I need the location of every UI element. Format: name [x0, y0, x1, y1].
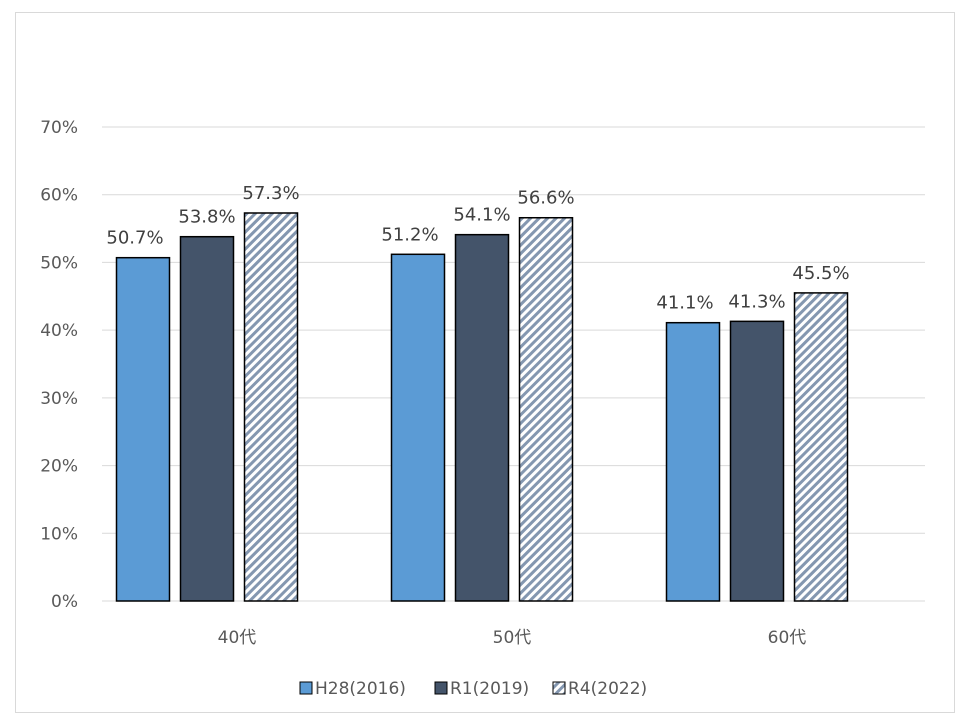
y-tick-label: 50% [40, 253, 78, 273]
legend-swatch [299, 681, 313, 695]
legend: H28(2016) R1(2019) R4(2022) [299, 679, 647, 699]
y-axis-ticks: 0% 10% 20% 30% 40% 50% 60% 70% [40, 118, 78, 612]
gridlines [102, 126, 925, 602]
legend-label: R4(2022) [568, 679, 647, 699]
y-tick-label: 40% [40, 321, 78, 341]
bar-r4-2022--2 [793, 292, 849, 602]
data-label: 45.5% [792, 263, 849, 284]
data-labels: 50.7% 53.8% 57.3% 51.2% 54.1% 56.6% 41.1% 41.3%… [106, 183, 849, 314]
data-label: 41.1% [656, 293, 713, 314]
legend-label: R1(2019) [450, 679, 529, 699]
bar-r4-2022--0 [243, 212, 299, 602]
y-tick-label: 30% [40, 389, 78, 409]
category-label: 40代 [218, 628, 257, 648]
legend-swatch [434, 681, 448, 695]
data-label: 50.7% [106, 228, 163, 249]
bar-h28-2016--1 [390, 253, 446, 602]
y-tick-label: 10% [40, 524, 78, 544]
y-tick-label: 60% [40, 186, 78, 206]
legend-label: H28(2016) [315, 679, 406, 699]
bar-r1-2019--0 [179, 235, 235, 602]
data-label: 51.2% [381, 224, 438, 245]
data-label: 54.1% [453, 205, 510, 226]
bar-r4-2022--1 [518, 216, 574, 602]
category-labels: 40代 50代 60代 [218, 628, 807, 648]
bars [115, 212, 849, 602]
y-tick-label: 70% [40, 118, 78, 138]
data-label: 56.6% [517, 188, 574, 209]
y-tick-label: 0% [51, 592, 78, 612]
bar-h28-2016--2 [665, 321, 721, 602]
bar-r1-2019--1 [454, 233, 510, 602]
data-label: 57.3% [242, 183, 299, 204]
legend-swatch [552, 681, 566, 695]
data-label: 41.3% [728, 291, 785, 312]
category-label: 60代 [768, 628, 807, 648]
bar-h28-2016--0 [115, 256, 171, 602]
y-tick-label: 20% [40, 457, 78, 477]
bar-r1-2019--2 [729, 320, 785, 602]
category-label: 50代 [493, 628, 532, 648]
data-label: 53.8% [178, 207, 235, 228]
